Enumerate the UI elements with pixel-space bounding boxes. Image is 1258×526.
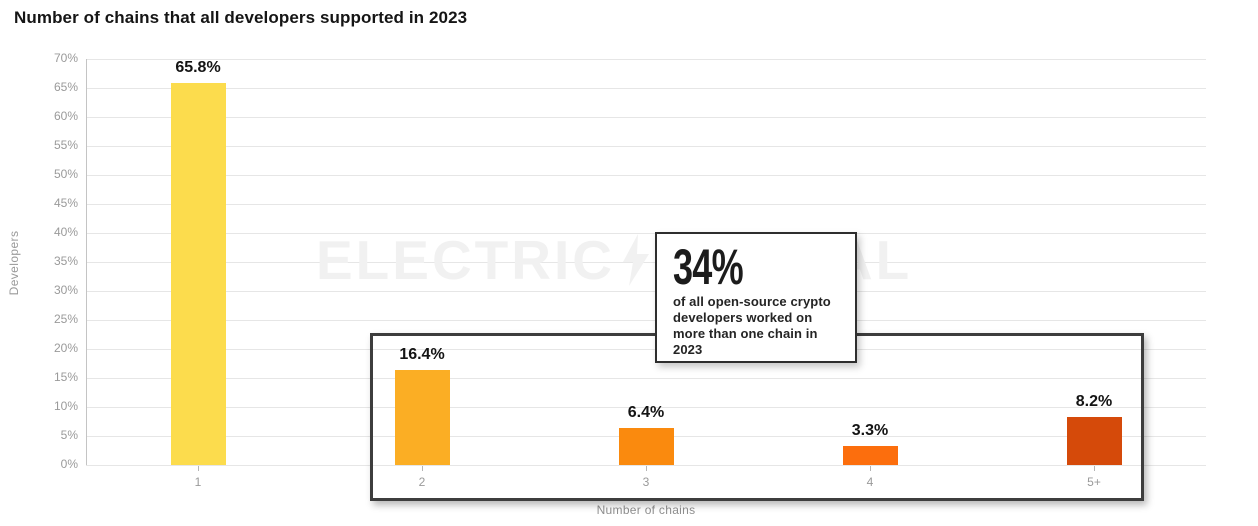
gridline (86, 174, 1206, 176)
x-tick-label: 2 (418, 475, 426, 489)
gridline (86, 348, 1206, 350)
bar-4 (842, 445, 898, 465)
x-tick-label: 1 (194, 475, 202, 489)
gridline (86, 116, 1206, 118)
gridline (86, 377, 1206, 379)
x-tick-mark (646, 466, 647, 471)
y-tick-label: 55% (53, 138, 78, 152)
bar-2 (394, 369, 450, 465)
y-tick-label: 20% (53, 341, 78, 355)
y-tick-label: 60% (53, 109, 78, 123)
y-tick-label: 70% (53, 51, 78, 65)
y-tick-label: 65% (53, 80, 78, 94)
bar-3 (618, 427, 674, 465)
bar-value-label: 65.8% (175, 59, 221, 77)
x-tick-label: 4 (866, 475, 874, 489)
y-tick-label: 25% (53, 312, 78, 326)
y-tick-label: 50% (53, 167, 78, 181)
x-tick-label: 5+ (1087, 475, 1101, 489)
gridline (86, 290, 1206, 292)
bar-value-label: 3.3% (851, 421, 889, 439)
callout-box: 34% of all open-source crypto developers… (655, 232, 857, 363)
gridline (86, 232, 1206, 234)
y-tick-label: 35% (53, 254, 78, 268)
y-tick-label: 40% (53, 225, 78, 239)
y-tick-label: 10% (53, 399, 78, 413)
x-tick-mark (422, 466, 423, 471)
y-tick-label: 0% (60, 457, 78, 471)
y-tick-label: 45% (53, 196, 78, 210)
lightning-bolt-icon (623, 234, 649, 286)
bar-value-label: 6.4% (627, 403, 665, 421)
bar-value-label: 8.2% (1075, 393, 1113, 411)
bar-1 (170, 83, 226, 465)
gridline (86, 319, 1206, 321)
callout-stat: 34% (673, 239, 744, 295)
gridline (86, 406, 1206, 408)
x-tick-mark (1094, 466, 1095, 471)
gridline (86, 87, 1206, 89)
y-tick-label: 15% (53, 370, 78, 384)
x-tick-label: 3 (642, 475, 650, 489)
bar-5+ (1066, 417, 1122, 465)
gridline (86, 261, 1206, 263)
y-tick-label: 30% (53, 283, 78, 297)
y-tick-label: 5% (60, 428, 78, 442)
gridline (86, 203, 1206, 205)
bar-value-label: 16.4% (399, 345, 445, 363)
gridline (86, 145, 1206, 147)
gridline (86, 58, 1206, 60)
chart-title: Number of chains that all developers sup… (14, 8, 468, 27)
y-axis-line (86, 59, 87, 465)
watermark-text-left: ELECTRIC (316, 229, 615, 291)
x-tick-mark (198, 466, 199, 471)
gridline (86, 464, 1206, 466)
callout-description: of all open-source crypto developers wor… (673, 294, 831, 357)
x-tick-mark (870, 466, 871, 471)
x-axis-title: Number of chains (596, 503, 696, 517)
